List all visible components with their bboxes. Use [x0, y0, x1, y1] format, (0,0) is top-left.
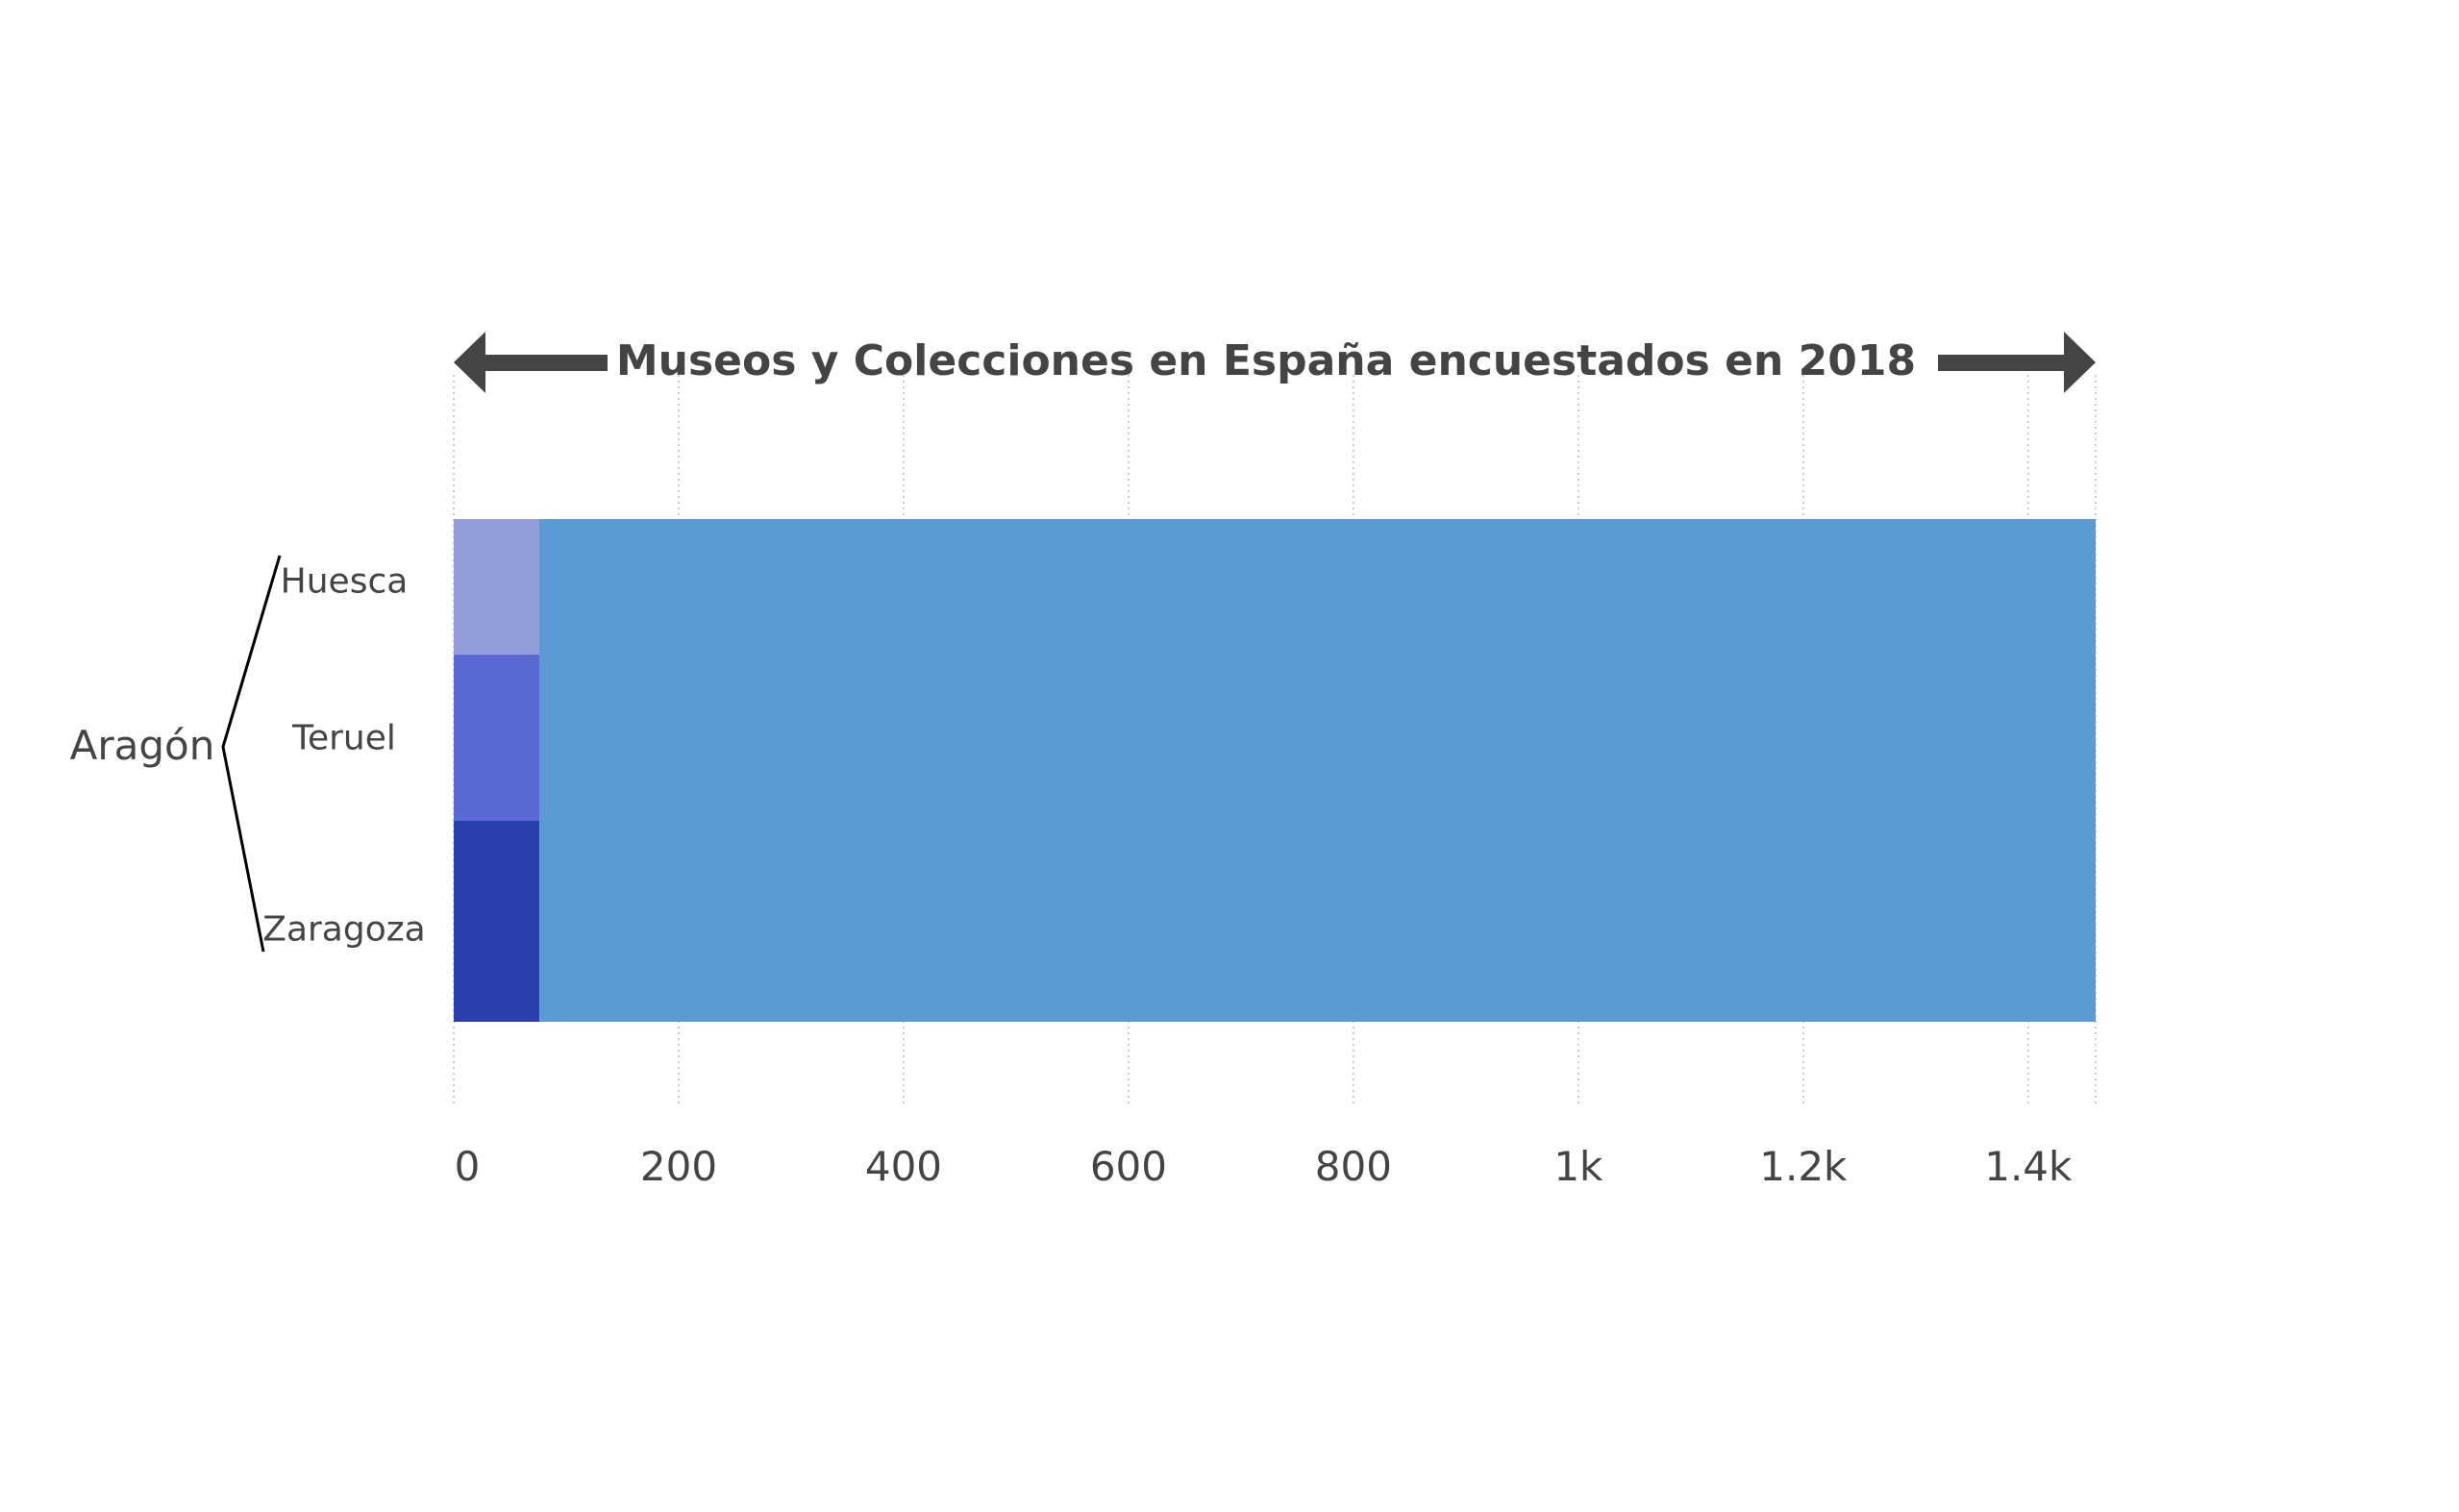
bar-teruel — [454, 655, 539, 821]
group-label: Aragón — [70, 722, 215, 769]
x-tick-label: 800 — [1315, 1143, 1392, 1190]
x-tick-label: 200 — [640, 1143, 717, 1190]
grid-layer — [453, 375, 2097, 1107]
x-tick-label: 1.4k — [1984, 1143, 2073, 1190]
x-tick-label: 600 — [1090, 1143, 1167, 1190]
group-bracket: Aragón — [70, 555, 282, 953]
bar-layer — [454, 519, 2096, 1022]
x-tick-label: 400 — [865, 1143, 942, 1190]
title-arrow-right-icon — [1938, 332, 2096, 393]
label-layer: Huesca Teruel Zaragoza — [262, 562, 425, 950]
category-label-huesca: Huesca — [281, 562, 409, 602]
x-tick-label: 1k — [1553, 1143, 1603, 1190]
bar-huesca — [454, 519, 539, 656]
bar-zaragoza — [454, 820, 539, 1022]
bar-total — [454, 519, 2096, 1022]
x-tick-label: 1.2k — [1759, 1143, 1848, 1190]
chart-title: Museos y Colecciones en España encuestad… — [616, 336, 1916, 385]
x-tick-label: 0 — [455, 1143, 481, 1190]
bracket-line — [221, 555, 282, 953]
category-label-teruel: Teruel — [291, 719, 396, 758]
tick-layer: 0 200 400 600 800 1k 1.2k 1.4k — [455, 1143, 2073, 1190]
title-arrow-left-icon — [454, 332, 608, 393]
category-label-zaragoza: Zaragoza — [262, 909, 425, 949]
title-group: Museos y Colecciones en España encuestad… — [454, 332, 2096, 393]
